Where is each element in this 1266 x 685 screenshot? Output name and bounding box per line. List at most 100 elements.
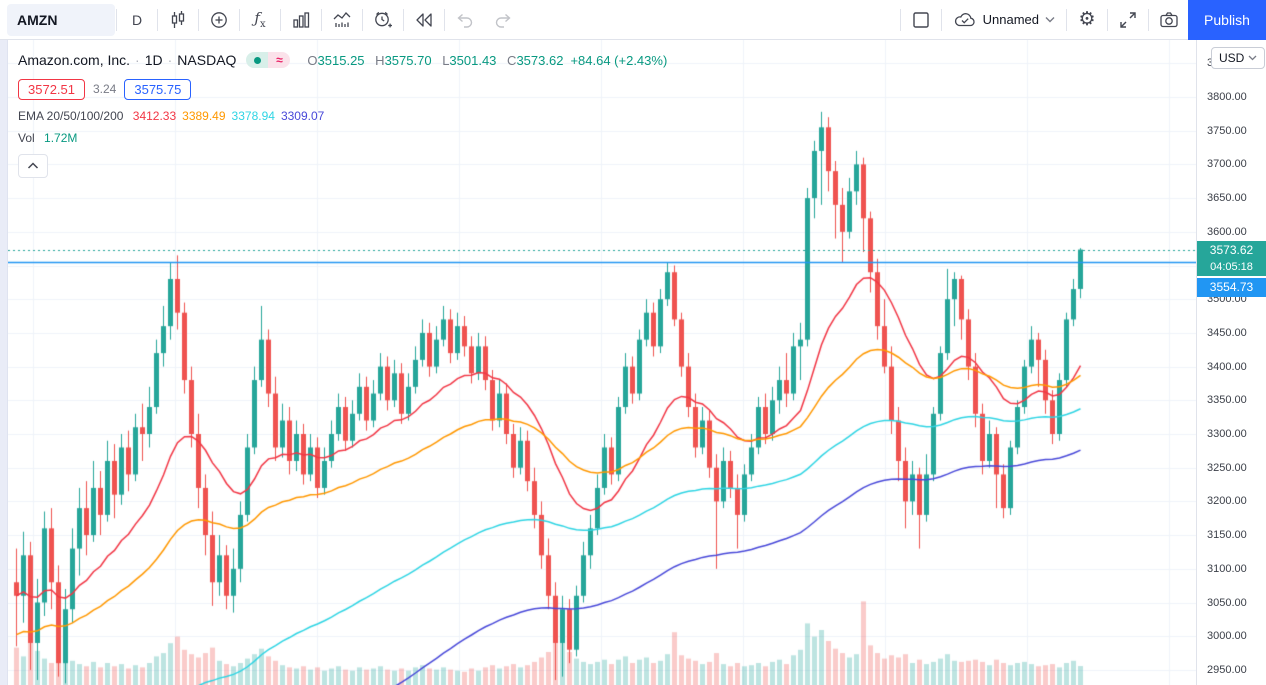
dot-separator: · [167, 52, 173, 68]
alert-price-badge[interactable]: 3554.73 [1197, 277, 1266, 297]
volume-value: 1.72M [44, 131, 78, 145]
indicator-templates-button[interactable] [323, 1, 361, 39]
legend-title-row: Amazon.com, Inc. · 1D · NASDAQ ≈ O3515.2… [18, 50, 667, 70]
layout-name-button[interactable]: Unnamed [943, 1, 1065, 39]
approx-icon: ≈ [276, 53, 283, 67]
price-tick-label: 3800.00 [1207, 91, 1247, 103]
toolbar-separator [1148, 8, 1149, 31]
bar-countdown: 04:05:18 [1210, 260, 1253, 273]
toolbar-separator [1107, 8, 1108, 31]
toolbar-separator [280, 8, 281, 31]
price-tick-label: 3300.00 [1207, 428, 1247, 440]
line-over-bars-icon [333, 11, 351, 27]
symbol-search-button[interactable]: AMZN [7, 3, 115, 36]
snapshot-button[interactable] [1150, 1, 1188, 39]
toolbar-separator [362, 8, 363, 31]
high-value: 3575.70 [384, 52, 432, 68]
candlestick-chart-canvas[interactable] [8, 40, 1196, 685]
delayed-data-pill: ≈ [268, 52, 291, 68]
chart-style-button[interactable] [159, 1, 197, 39]
price-tick-label: 3650.00 [1207, 192, 1247, 205]
price-tick-label: 3350.00 [1207, 394, 1247, 407]
undo-button[interactable] [446, 1, 484, 39]
price-tick-label: 3250.00 [1207, 461, 1247, 474]
toolbar-separator [321, 8, 322, 31]
fullscreen-icon [1120, 11, 1136, 28]
dot-separator: · [135, 52, 140, 68]
legend-exchange: NASDAQ [177, 52, 237, 68]
cloud-check-icon [954, 12, 975, 26]
change-value: +84.64 (+2.43%) [570, 52, 668, 68]
price-tick-label: 3600.00 [1207, 225, 1247, 238]
price-tick-label: 3100.00 [1207, 562, 1247, 575]
market-open-dot-icon [253, 56, 261, 64]
last-price-value: 3573.62 [1209, 242, 1254, 257]
publish-button[interactable]: Publish [1188, 0, 1266, 40]
currency-label: USD [1219, 51, 1245, 65]
price-tick-label: 3400.00 [1207, 360, 1247, 373]
candlestick-icon [171, 10, 185, 28]
chevron-down-icon [1248, 55, 1257, 61]
toolbar-separator [157, 8, 158, 31]
ema-label: EMA 20/50/100/200 [18, 109, 124, 123]
chevron-down-icon [1045, 17, 1055, 23]
ema-value-100: 3378.94 [231, 109, 275, 123]
price-tick-label: 3150.00 [1207, 529, 1247, 542]
price-tick-label: 3750.00 [1207, 124, 1247, 137]
toolbar-separator [116, 8, 117, 31]
top-toolbar: AMZN D ƒx [0, 0, 1266, 40]
chart-pane: Amazon.com, Inc. · 1D · NASDAQ ≈ O3515.2… [0, 40, 1266, 685]
chart-settings-button[interactable]: ⚙ [1068, 1, 1106, 39]
layout-select-button[interactable] [902, 1, 940, 39]
create-alert-button[interactable] [364, 1, 402, 39]
toolbar-separator [1066, 8, 1067, 31]
market-open-pill [246, 52, 269, 68]
ema-value-200: 3309.07 [280, 109, 325, 123]
legend-symbol-title[interactable]: Amazon.com, Inc. [18, 52, 131, 68]
compare-plus-icon [211, 11, 227, 28]
bid-ask-row: 3572.51 3.24 3575.75 [18, 77, 667, 101]
redo-arrow-icon [495, 13, 511, 28]
ema-legend-row[interactable]: EMA 20/50/100/200 3412.33 3389.49 3378.94 3… [18, 109, 667, 123]
chart-area: Amazon.com, Inc. · 1D · NASDAQ ≈ O3515.2… [8, 40, 1196, 685]
volume-legend-row[interactable]: Vol 1.72M [18, 131, 667, 145]
chevron-up-icon [27, 162, 39, 169]
layout-square-icon [912, 11, 929, 28]
rewind-icon [416, 12, 432, 27]
price-tick-label: 3700.00 [1207, 158, 1247, 171]
gear-icon: ⚙ [1078, 9, 1096, 30]
sell-price-button[interactable]: 3572.51 [18, 78, 85, 100]
toolbar-separator [403, 8, 404, 31]
camera-icon [1160, 11, 1178, 27]
chart-legend: Amazon.com, Inc. · 1D · NASDAQ ≈ O3515.2… [18, 50, 667, 178]
redo-button[interactable] [484, 1, 522, 39]
open-value: 3515.25 [317, 52, 365, 68]
interval-button[interactable]: D [118, 1, 156, 39]
spread-value: 3.24 [93, 82, 117, 96]
layout-name-label: Unnamed [982, 12, 1039, 27]
toolbar-separator [239, 8, 240, 31]
indicators-button[interactable]: ƒx [241, 1, 279, 39]
price-tick-label: 3450.00 [1207, 326, 1247, 339]
currency-dropdown[interactable]: USD [1211, 47, 1266, 69]
toolbar-separator [444, 8, 445, 31]
collapse-legend-button[interactable] [18, 154, 48, 178]
price-tick-label: 3200.00 [1207, 495, 1247, 508]
legend-interval[interactable]: 1D [144, 52, 163, 68]
drawing-toolbar-strip[interactable] [0, 40, 8, 685]
buy-price-button[interactable]: 3575.75 [124, 78, 192, 100]
market-status-pills[interactable]: ≈ [246, 52, 291, 68]
fullscreen-button[interactable] [1109, 1, 1147, 39]
ohlc-values: O3515.25 H3575.70 L3501.43 C3573.62 [307, 52, 564, 68]
ema-value-20: 3412.33 [132, 109, 177, 123]
compare-button[interactable] [200, 1, 238, 39]
close-value: 3573.62 [516, 52, 564, 68]
last-price-badge: 3573.62 04:05:18 [1197, 240, 1266, 276]
price-axis[interactable]: 2950.00 3000.00 3050.00 3100.00 3150.00 3200.… [1196, 40, 1266, 685]
alarm-clock-plus-icon [375, 11, 392, 27]
financials-button[interactable] [282, 1, 320, 39]
bar-chart-icon [293, 11, 310, 28]
toolbar-separator [940, 8, 942, 31]
symbol-label: AMZN [17, 11, 58, 28]
bar-replay-button[interactable] [405, 1, 443, 39]
